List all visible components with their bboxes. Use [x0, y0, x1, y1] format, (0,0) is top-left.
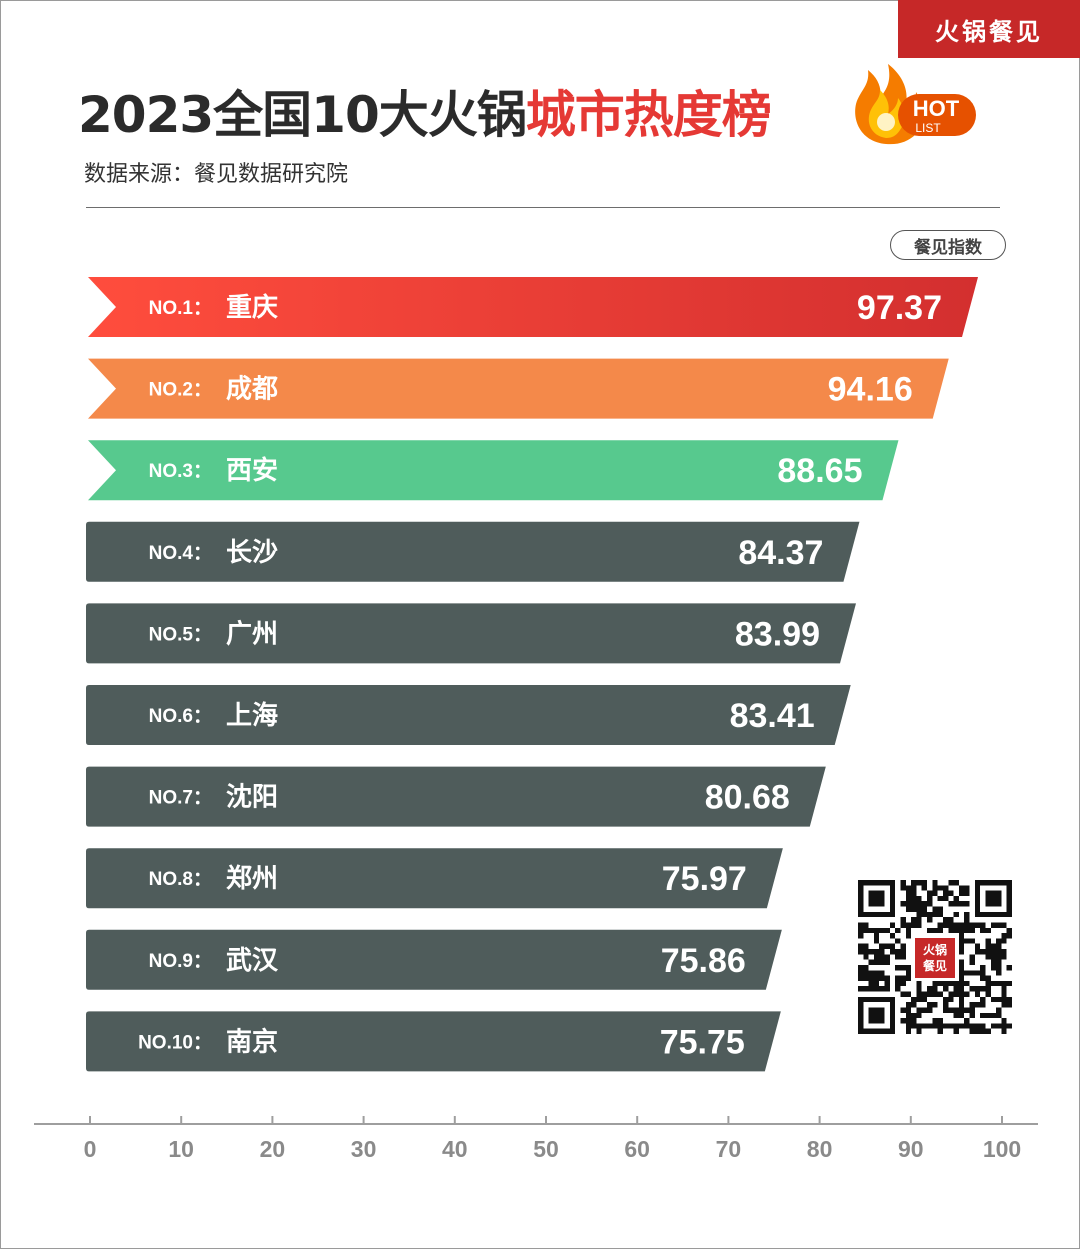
- value-label-1: 97.37: [857, 289, 942, 327]
- rank-label-8: NO.8：: [149, 869, 212, 890]
- city-label-2: 成都: [226, 375, 278, 405]
- city-label-7: 沈阳: [226, 783, 278, 813]
- x-tick-label-100: 100: [983, 1136, 1021, 1162]
- rank-label-6: NO.6：: [149, 706, 212, 727]
- brand-tag: 火锅餐见: [898, 0, 1080, 58]
- value-label-9: 75.86: [661, 942, 746, 980]
- bar-5: [86, 603, 856, 664]
- bar-9: [86, 929, 782, 990]
- legend-index-label: 餐见指数: [890, 230, 1006, 260]
- city-label-9: 武汉: [226, 946, 279, 976]
- title-main: 2023全国10大火锅: [78, 86, 527, 144]
- value-label-4: 84.37: [738, 534, 823, 572]
- rank-label-3: NO.3：: [149, 461, 212, 482]
- x-tick-label-60: 60: [624, 1136, 650, 1162]
- bar-2: [88, 358, 949, 419]
- list-text: LIST: [915, 121, 941, 135]
- x-tick-label-20: 20: [260, 1136, 286, 1162]
- x-tick-label-10: 10: [168, 1136, 194, 1162]
- value-label-2: 94.16: [828, 371, 913, 409]
- rank-label-9: NO.9：: [149, 951, 212, 972]
- x-tick-label-0: 0: [84, 1136, 97, 1162]
- x-tick-label-80: 80: [807, 1136, 833, 1162]
- bar-1: [88, 277, 979, 337]
- rank-label-1: NO.1：: [149, 298, 212, 319]
- flame-icon: HOT LIST: [855, 64, 976, 145]
- x-tick-label-70: 70: [716, 1136, 742, 1162]
- rank-label-4: NO.4：: [149, 543, 212, 564]
- bar-7: [86, 766, 826, 827]
- city-label-4: 长沙: [226, 538, 278, 568]
- value-label-6: 83.41: [730, 697, 815, 735]
- value-label-10: 75.75: [660, 1023, 745, 1061]
- city-label-6: 上海: [226, 701, 278, 731]
- city-label-5: 广州: [226, 619, 278, 649]
- bar-4: [86, 521, 860, 582]
- x-tick-label-40: 40: [442, 1136, 468, 1162]
- bar-10: [86, 1011, 781, 1072]
- city-label-8: 郑州: [226, 864, 278, 894]
- x-tick-label-50: 50: [533, 1136, 559, 1162]
- city-label-10: 南京: [226, 1026, 278, 1057]
- x-tick-label-30: 30: [351, 1136, 377, 1162]
- x-tick-label-90: 90: [898, 1136, 924, 1162]
- value-label-3: 88.65: [777, 452, 862, 490]
- bar-8: [86, 848, 783, 909]
- rank-label-7: NO.7：: [149, 788, 212, 809]
- rank-label-2: NO.2：: [149, 380, 212, 401]
- hot-text: HOT: [913, 96, 960, 121]
- page-title: 2023全国10大火锅城市热度榜: [78, 80, 772, 150]
- value-label-8: 75.97: [662, 860, 747, 898]
- bar-3: [88, 440, 899, 501]
- qr-logo: 火锅 餐见: [912, 935, 958, 981]
- rank-label-5: NO.5：: [149, 624, 212, 645]
- city-label-1: 重庆: [226, 292, 278, 323]
- value-label-7: 80.68: [705, 779, 790, 817]
- city-label-3: 西安: [226, 456, 278, 486]
- rank-label-10: NO.10：: [138, 1032, 212, 1053]
- value-label-5: 83.99: [735, 615, 820, 653]
- title-highlight: 城市热度榜: [525, 86, 772, 144]
- bar-6: [86, 685, 851, 745]
- divider: [86, 207, 1000, 208]
- data-source: 数据来源：餐见数据研究院: [84, 162, 349, 187]
